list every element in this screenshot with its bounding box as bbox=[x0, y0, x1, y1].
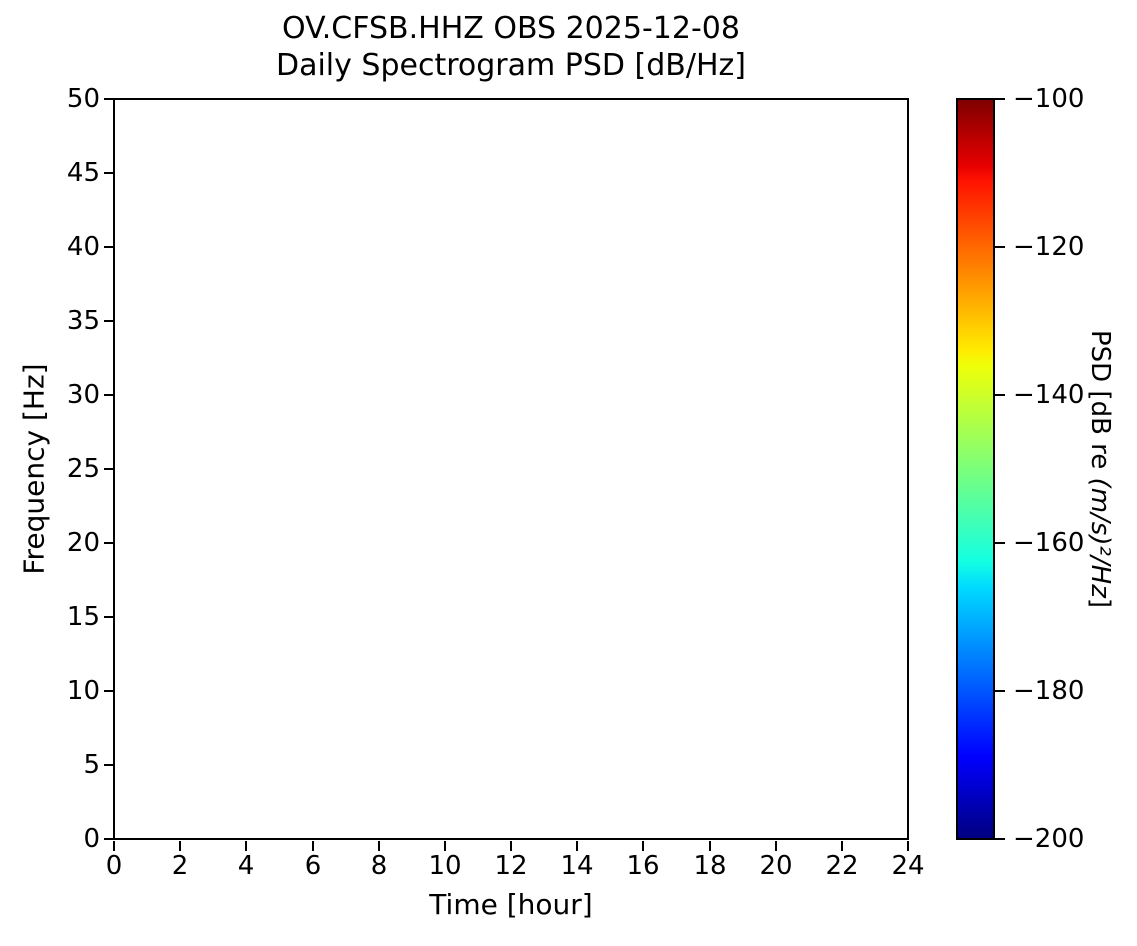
x-tick-label: 8 bbox=[370, 851, 388, 881]
y-tick-mark bbox=[104, 542, 114, 544]
x-tick-mark bbox=[775, 841, 777, 851]
y-axis-label-text: Frequency [Hz] bbox=[17, 363, 51, 575]
y-tick-label: 35 bbox=[66, 306, 100, 336]
x-tick-label: 14 bbox=[560, 851, 594, 881]
colorbar-tick-mark bbox=[995, 542, 1005, 544]
colorbar-tick-label: −100 bbox=[1013, 84, 1085, 114]
chart-title: OV.CFSB.HHZ OBS 2025-12-08 bbox=[282, 11, 740, 46]
x-tick-label: 0 bbox=[105, 851, 123, 881]
x-tick-label: 22 bbox=[825, 851, 859, 881]
y-tick-label: 50 bbox=[66, 84, 100, 114]
colorbar-tick-mark bbox=[995, 98, 1005, 100]
x-tick-label: 2 bbox=[171, 851, 189, 881]
x-tick-mark bbox=[179, 841, 181, 851]
x-tick-mark bbox=[907, 841, 909, 851]
y-tick-label: 25 bbox=[66, 454, 100, 484]
y-tick-mark bbox=[104, 690, 114, 692]
colorbar-tick-label: −200 bbox=[1013, 824, 1085, 854]
colorbar-label-suffix: ] bbox=[1085, 597, 1115, 609]
x-tick-label: 18 bbox=[693, 851, 727, 881]
title-block: OV.CFSB.HHZ OBS 2025-12-08 Daily Spectro… bbox=[114, 10, 908, 84]
x-tick-label: 4 bbox=[237, 851, 255, 881]
y-tick-mark bbox=[104, 468, 114, 470]
colorbar-tick-mark bbox=[995, 394, 1005, 396]
y-tick-mark bbox=[104, 838, 114, 840]
x-tick-mark bbox=[378, 841, 380, 851]
x-tick-mark bbox=[709, 841, 711, 851]
y-tick-label: 20 bbox=[66, 528, 100, 558]
y-tick-label: 10 bbox=[66, 676, 100, 706]
chart-subtitle: Daily Spectrogram PSD [dB/Hz] bbox=[275, 48, 746, 83]
y-axis-label: Frequency [Hz] bbox=[17, 98, 51, 840]
x-tick-mark bbox=[642, 841, 644, 851]
y-tick-mark bbox=[104, 394, 114, 396]
y-tick-label: 5 bbox=[83, 750, 100, 780]
x-axis-label: Time [hour] bbox=[429, 888, 593, 921]
colorbar-axis-label: PSD [dB re (m/s)²/Hz] bbox=[1082, 98, 1118, 840]
y-tick-label: 0 bbox=[83, 824, 100, 854]
x-tick-label: 24 bbox=[891, 851, 925, 881]
x-tick-mark bbox=[576, 841, 578, 851]
y-tick-mark bbox=[104, 764, 114, 766]
x-tick-mark bbox=[245, 841, 247, 851]
x-tick-label: 6 bbox=[304, 851, 322, 881]
y-tick-mark bbox=[104, 616, 114, 618]
y-tick-label: 40 bbox=[66, 232, 100, 262]
y-tick-label: 45 bbox=[66, 158, 100, 188]
x-tick-mark bbox=[444, 841, 446, 851]
colorbar-gradient bbox=[958, 100, 993, 838]
colorbar bbox=[956, 98, 995, 840]
x-tick-mark bbox=[113, 841, 115, 851]
x-tick-mark bbox=[510, 841, 512, 851]
colorbar-tick-label: −120 bbox=[1013, 232, 1085, 262]
y-tick-mark bbox=[104, 172, 114, 174]
colorbar-axis-label-text: PSD [dB re (m/s)²/Hz] bbox=[1085, 330, 1115, 608]
y-tick-mark bbox=[104, 320, 114, 322]
y-tick-label: 15 bbox=[66, 602, 100, 632]
x-tick-label: 10 bbox=[428, 851, 462, 881]
x-tick-mark bbox=[841, 841, 843, 851]
colorbar-label-prefix: PSD [dB re bbox=[1085, 329, 1115, 478]
x-tick-label: 20 bbox=[759, 851, 793, 881]
colorbar-label-math: (m/s)²/Hz bbox=[1085, 477, 1115, 598]
x-tick-mark bbox=[312, 841, 314, 851]
plot-area bbox=[113, 98, 909, 840]
colorbar-tick-mark bbox=[995, 246, 1005, 248]
colorbar-tick-mark bbox=[995, 838, 1005, 840]
y-tick-mark bbox=[104, 98, 114, 100]
colorbar-tick-label: −180 bbox=[1013, 676, 1085, 706]
x-tick-label: 12 bbox=[494, 851, 528, 881]
y-tick-mark bbox=[104, 246, 114, 248]
colorbar-tick-label: −140 bbox=[1013, 380, 1085, 410]
colorbar-tick-mark bbox=[995, 690, 1005, 692]
colorbar-tick-label: −160 bbox=[1013, 528, 1085, 558]
x-tick-label: 16 bbox=[626, 851, 660, 881]
y-tick-label: 30 bbox=[66, 380, 100, 410]
